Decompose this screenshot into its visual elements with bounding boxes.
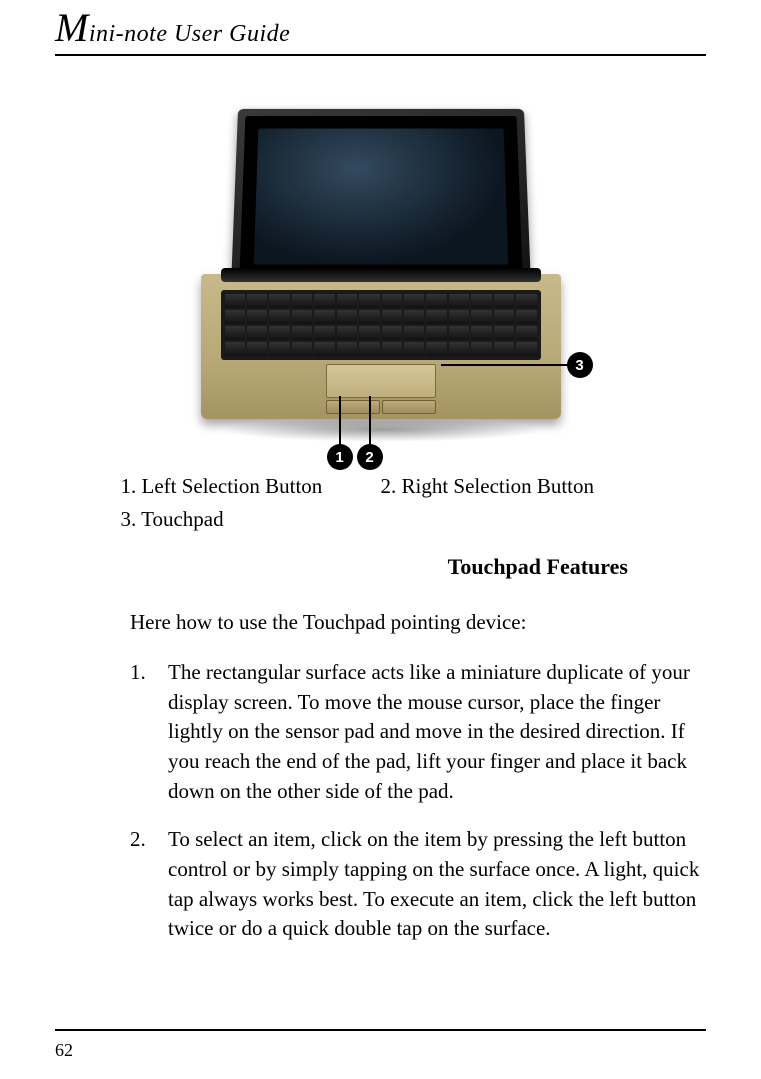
step-text: To select an item, click on the item by … <box>168 825 700 944</box>
steps-list: 1. The rectangular surface acts like a m… <box>130 658 700 944</box>
step-number: 2. <box>130 825 168 944</box>
callout-3-bubble: 3 <box>567 352 593 378</box>
page: Mini-note User Guide <box>0 0 761 1079</box>
figure-legend: 1. Left Selection Button 2. Right Select… <box>121 470 641 536</box>
footer-rule <box>55 1029 706 1031</box>
palmrest <box>201 360 561 419</box>
right-selection-button <box>382 400 436 414</box>
laptop-shadow <box>221 418 541 442</box>
body-text: Here how to use the Touchpad pointing de… <box>130 608 700 944</box>
header-title: Mini-note User Guide <box>55 8 706 48</box>
legend-item-2: 2. Right Selection Button <box>381 470 641 503</box>
touchpad-buttons <box>326 400 436 414</box>
laptop-figure: 1 2 3 <box>171 96 591 456</box>
keyboard <box>221 290 541 360</box>
section-title: Touchpad Features <box>55 554 628 580</box>
header-rule <box>55 54 706 56</box>
legend-item-3: 3. Touchpad <box>121 503 381 536</box>
touchpad <box>326 364 436 398</box>
laptop-base <box>201 274 561 419</box>
left-selection-button <box>326 400 380 414</box>
step-text: The rectangular surface acts like a mini… <box>168 658 700 807</box>
callout-1-bubble: 1 <box>327 444 353 470</box>
page-number: 62 <box>55 1040 73 1061</box>
callout-2-bubble: 2 <box>357 444 383 470</box>
step-number: 1. <box>130 658 168 807</box>
header-initial: M <box>55 5 89 50</box>
legend-item-1: 1. Left Selection Button <box>121 470 381 503</box>
laptop-lid <box>231 109 531 286</box>
page-header: Mini-note User Guide <box>55 0 706 56</box>
header-rest: ini-note User Guide <box>89 21 290 47</box>
list-item: 2. To select an item, click on the item … <box>130 825 700 944</box>
list-item: 1. The rectangular surface acts like a m… <box>130 658 700 807</box>
intro-paragraph: Here how to use the Touchpad pointing de… <box>130 608 700 638</box>
figure-container: 1 2 3 <box>55 96 706 456</box>
